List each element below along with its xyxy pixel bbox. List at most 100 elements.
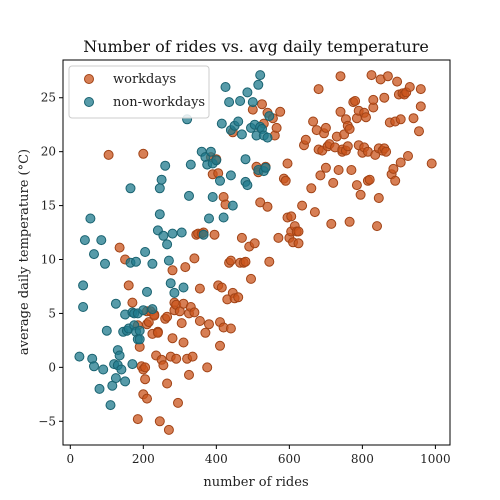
point-workdays-161 [364,174,375,185]
point-workdays-114 [293,238,304,249]
x-tick-label-800: 800 [351,452,374,466]
point-workdays-105 [282,158,293,169]
point-non-workdays-21 [116,364,127,375]
point-workdays-146 [344,216,355,227]
x-tick-label-1000: 1000 [420,452,451,466]
point-non-workdays-91 [255,70,266,81]
point-workdays-118 [306,183,317,194]
point-workdays-182 [395,157,406,168]
point-non-workdays-6 [89,361,99,372]
point-workdays-50 [189,307,200,318]
y-tick-label--5: −5 [38,414,56,428]
point-workdays-1 [114,242,125,253]
legend: workdays non-workdays [68,65,210,119]
point-non-workdays-64 [204,213,214,224]
point-workdays-58 [200,327,211,338]
point-workdays-178 [390,175,401,186]
point-workdays-75 [225,255,236,266]
point-workdays-154 [355,189,366,200]
point-non-workdays-78 [233,116,244,127]
plot-frame [62,59,451,446]
point-non-workdays-81 [240,154,251,165]
point-workdays-173 [381,146,392,157]
point-workdays-183 [395,114,406,125]
x-tick-label-200: 200 [132,452,155,466]
point-workdays-132 [328,177,339,188]
point-workdays-67 [215,340,225,351]
point-workdays-33 [167,333,178,344]
point-non-workdays-70 [216,118,227,129]
point-non-workdays-0 [74,351,85,362]
x-tick-label-400: 400 [205,452,228,466]
point-workdays-151 [351,180,362,191]
point-non-workdays-4 [85,213,96,224]
point-non-workdays-39 [138,305,149,316]
point-non-workdays-96 [260,162,271,173]
point-workdays-46 [184,369,194,380]
point-workdays-30 [162,311,173,322]
legend-box [68,65,210,119]
point-non-workdays-8 [94,383,105,394]
point-workdays-109 [286,211,297,222]
point-workdays-123 [313,84,324,95]
point-non-workdays-37 [134,325,145,336]
point-non-workdays-27 [125,183,136,194]
point-non-workdays-84 [242,180,253,191]
point-non-workdays-54 [169,287,180,298]
point-workdays-162 [366,70,377,81]
point-workdays-54 [194,316,205,326]
point-workdays-37 [171,353,182,364]
point-workdays-59 [202,362,213,373]
point-non-workdays-45 [154,183,165,194]
point-workdays-82 [236,232,247,243]
point-workdays-131 [326,218,337,229]
legend-marker-workdays [84,74,94,84]
point-non-workdays-68 [211,155,222,166]
point-non-workdays-16 [110,298,121,309]
point-non-workdays-48 [158,230,169,241]
point-workdays-137 [335,71,346,82]
point-non-workdays-1 [78,302,89,312]
point-non-workdays-71 [218,212,229,223]
legend-marker-non-workdays [84,97,94,107]
point-workdays-63 [209,229,220,240]
point-non-workdays-67 [207,192,218,202]
point-non-workdays-98 [264,111,275,122]
y-tick-label-0: 0 [48,360,56,374]
point-workdays-84 [240,256,251,267]
point-non-workdays-10 [98,364,109,375]
y-axis: −5 0 5 10 15 20 25 [38,91,63,428]
point-workdays-158 [361,112,371,123]
point-workdays-143 [342,141,353,152]
point-workdays-128 [320,162,331,173]
point-non-workdays-55 [176,227,187,238]
y-tick-label-5: 5 [48,306,56,320]
point-workdays-11 [140,374,151,385]
legend-label-workdays: workdays [113,72,176,87]
point-workdays-188 [404,82,415,92]
point-non-workdays-3 [79,235,90,246]
point-non-workdays-56 [178,282,189,293]
point-workdays-3 [123,280,134,291]
point-non-workdays-83 [242,87,253,98]
point-workdays-174 [382,71,393,82]
point-non-workdays-51 [163,255,174,266]
point-non-workdays-2 [78,280,89,291]
point-workdays-166 [372,221,382,232]
point-workdays-136 [335,106,346,117]
x-tick-label-600: 600 [278,452,301,466]
point-workdays-42 [178,337,189,348]
point-non-workdays-89 [253,79,264,90]
point-workdays-119 [308,116,319,127]
point-workdays-180 [392,76,403,87]
point-workdays-27 [158,360,169,371]
point-workdays-86 [246,273,256,284]
point-workdays-100 [271,122,282,133]
point-non-workdays-29 [127,359,138,370]
y-tick-label-25: 25 [41,91,56,105]
point-workdays-102 [275,106,286,117]
x-tick-label-0: 0 [66,452,74,466]
point-workdays-7 [132,414,143,425]
point-workdays-192 [415,101,426,112]
point-workdays-177 [388,163,399,174]
